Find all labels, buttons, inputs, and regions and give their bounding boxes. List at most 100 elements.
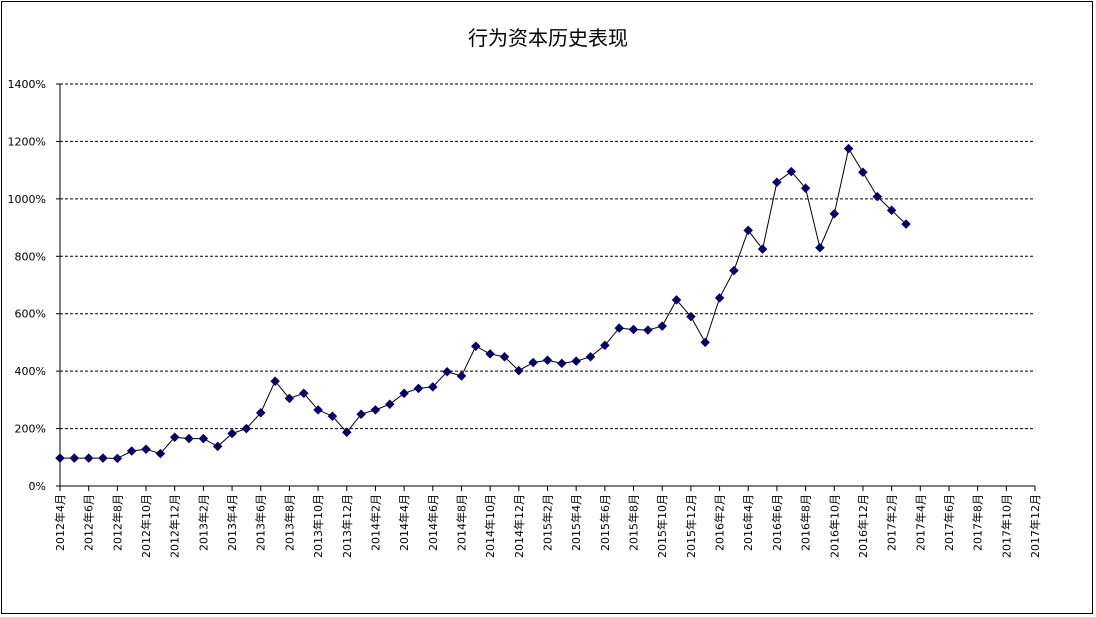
data-point xyxy=(427,382,438,392)
x-tick-label: 2014年2月 xyxy=(368,494,382,551)
data-point xyxy=(141,444,151,455)
data-point xyxy=(341,427,352,438)
data-point xyxy=(370,405,381,415)
data-point xyxy=(600,340,610,351)
data-point xyxy=(212,441,223,452)
x-tick-label: 2017年4月 xyxy=(913,494,927,551)
data-point xyxy=(112,453,123,464)
data-point xyxy=(700,337,711,348)
x-tick-label: 2013年2月 xyxy=(196,494,210,551)
data-point xyxy=(614,323,625,333)
y-tick-label: 800% xyxy=(15,250,46,263)
data-point xyxy=(886,205,897,216)
data-point xyxy=(643,325,653,335)
data-point xyxy=(55,453,65,463)
x-tick-label: 2017年8月 xyxy=(971,494,985,551)
data-point xyxy=(743,225,754,236)
x-tick-label: 2017年12月 xyxy=(1028,494,1042,558)
data-point xyxy=(513,365,524,376)
x-tick-label: 2016年10月 xyxy=(827,494,841,558)
y-tick-label: 600% xyxy=(15,308,46,321)
x-tick-label: 2012年12月 xyxy=(168,494,182,558)
data-point xyxy=(356,409,366,420)
data-point xyxy=(485,349,495,359)
data-point xyxy=(786,166,797,177)
x-tick-label: 2013年12月 xyxy=(340,494,354,558)
x-tick-label: 2017年6月 xyxy=(942,494,956,551)
data-point xyxy=(399,388,409,399)
data-point xyxy=(800,183,811,194)
y-tick-label: 0% xyxy=(29,480,46,493)
x-tick-label: 2015年8月 xyxy=(627,494,641,551)
series-line xyxy=(60,147,907,459)
data-point xyxy=(284,393,295,404)
x-tick-label: 2012年4月 xyxy=(53,494,67,551)
data-point xyxy=(843,143,854,154)
data-point xyxy=(241,423,252,434)
x-tick-label: 2016年12月 xyxy=(856,494,870,558)
data-point xyxy=(772,177,782,188)
data-point xyxy=(83,453,94,463)
data-point xyxy=(499,351,510,362)
data-point xyxy=(442,366,452,377)
x-tick-label: 2013年8月 xyxy=(282,494,296,551)
x-tick-label: 2013年6月 xyxy=(254,494,268,551)
data-point xyxy=(585,351,596,362)
data-point xyxy=(184,433,194,444)
x-tick-label: 2014年6月 xyxy=(426,494,440,551)
data-point xyxy=(901,219,911,229)
x-tick-label: 2015年4月 xyxy=(569,494,583,551)
data-point xyxy=(829,208,840,219)
data-point xyxy=(169,432,180,443)
data-point xyxy=(714,293,725,303)
x-tick-label: 2015年6月 xyxy=(598,494,612,551)
data-point xyxy=(69,453,80,463)
y-tick-label: 200% xyxy=(15,423,46,436)
x-tick-label: 2016年6月 xyxy=(770,494,784,551)
y-tick-label: 1200% xyxy=(8,135,46,148)
data-point xyxy=(528,357,539,368)
data-point xyxy=(270,376,280,387)
data-point xyxy=(126,446,137,456)
data-point xyxy=(327,411,338,422)
data-point xyxy=(98,453,108,463)
data-point xyxy=(657,321,668,331)
x-tick-label: 2015年2月 xyxy=(541,494,555,551)
x-tick-label: 2016年2月 xyxy=(713,494,727,551)
x-tick-label: 2017年10月 xyxy=(999,494,1013,558)
data-point xyxy=(255,407,266,418)
y-tick-label: 1400% xyxy=(8,78,46,91)
data-point xyxy=(313,405,323,415)
x-tick-label: 2015年12月 xyxy=(684,494,698,558)
data-point xyxy=(815,242,825,253)
data-point xyxy=(298,388,309,399)
data-point xyxy=(628,324,639,335)
x-tick-label: 2014年12月 xyxy=(512,494,526,558)
data-point xyxy=(571,356,582,366)
chart-title: 行为资本历史表现 xyxy=(468,26,628,50)
data-point xyxy=(757,244,768,254)
data-point xyxy=(470,341,481,352)
x-tick-label: 2012年8月 xyxy=(110,494,124,551)
data-point xyxy=(155,448,166,459)
x-tick-label: 2016年8月 xyxy=(799,494,813,551)
x-tick-label: 2013年4月 xyxy=(225,494,239,551)
x-tick-label: 2015年10月 xyxy=(655,494,669,558)
data-point xyxy=(872,191,883,202)
data-point xyxy=(384,399,395,410)
x-tick-label: 2013年10月 xyxy=(311,494,325,558)
x-tick-label: 2014年10月 xyxy=(483,494,497,558)
data-point xyxy=(413,383,424,394)
data-point xyxy=(198,433,209,444)
x-tick-label: 2014年8月 xyxy=(454,494,468,551)
x-tick-label: 2012年10月 xyxy=(139,494,153,558)
data-point xyxy=(456,371,467,381)
data-point xyxy=(556,358,567,369)
data-point xyxy=(227,428,237,439)
y-tick-label: 400% xyxy=(15,365,46,378)
data-point xyxy=(542,355,553,366)
y-tick-label: 1000% xyxy=(8,193,46,206)
x-tick-label: 2014年4月 xyxy=(397,494,411,551)
x-tick-label: 2016年4月 xyxy=(741,494,755,551)
